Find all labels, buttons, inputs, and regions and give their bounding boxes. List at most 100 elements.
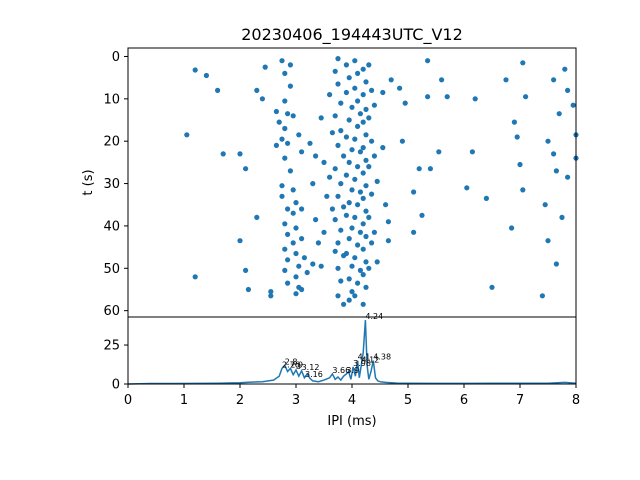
scatter-point	[338, 227, 344, 233]
scatter-point	[369, 87, 375, 93]
scatter-point	[425, 58, 431, 64]
scatter-point	[285, 280, 291, 286]
scatter-point	[425, 94, 431, 100]
scatter-point	[385, 238, 391, 244]
peak-label: 3.16	[305, 370, 323, 379]
peak-label: 3.12	[302, 363, 320, 372]
scatter-point	[318, 263, 324, 269]
scatter-point	[374, 259, 380, 265]
scatter-point	[343, 250, 349, 257]
x-tick-label: 2	[236, 393, 244, 408]
scatter-point	[553, 261, 560, 267]
scatter-point	[360, 145, 366, 151]
scatter-point	[282, 70, 288, 76]
scatter-point	[184, 132, 190, 138]
x-tick-label: 0	[124, 393, 132, 408]
scatter-point	[355, 123, 361, 129]
scatter-point	[310, 181, 316, 187]
scatter-point	[304, 269, 310, 276]
scatter-point	[243, 267, 249, 273]
scatter-point	[355, 98, 361, 104]
scatter-point	[349, 225, 355, 231]
scatter-point	[259, 96, 265, 102]
scatter-point	[220, 151, 226, 157]
scatter-point	[293, 200, 299, 206]
scatter-point	[397, 85, 403, 91]
scatter-point	[562, 66, 568, 72]
x-axis-ticks: 0 1 2 3 4 5 6 7 8	[124, 384, 580, 408]
scatter-point	[335, 265, 341, 271]
scatter-point	[565, 87, 571, 93]
scatter-point	[385, 219, 391, 225]
scatter-point	[324, 193, 330, 199]
scatter-point	[514, 134, 520, 140]
scatter-point	[290, 210, 296, 216]
scatter-point	[539, 293, 546, 299]
scatter-point	[293, 274, 299, 280]
scatter-point	[313, 217, 319, 223]
x-tick-label: 3	[292, 393, 300, 408]
scatter-point	[346, 200, 352, 206]
scatter-point	[439, 77, 445, 83]
scatter-point	[399, 138, 405, 144]
scatter-point	[503, 77, 509, 83]
scatter-point	[363, 106, 369, 112]
scatter-point	[321, 229, 327, 235]
scatter-point	[287, 168, 293, 174]
scatter-point	[570, 102, 576, 108]
scatter-point	[357, 111, 363, 117]
y-tick-label: 50	[103, 262, 120, 277]
scatter-point	[419, 212, 425, 218]
scatter-point	[254, 87, 260, 93]
scatter-point	[366, 214, 372, 220]
scatter-point	[360, 221, 366, 227]
scatter-point	[371, 153, 377, 159]
peak-label: 3.98	[353, 359, 371, 368]
scatter-point	[402, 100, 408, 106]
chart-title: 20230406_194443UTC_V12	[241, 25, 463, 45]
scatter-point	[293, 291, 299, 297]
scatter-point	[346, 297, 352, 303]
peak-label: 2.76	[282, 360, 300, 369]
scatter-point	[338, 100, 344, 106]
scatter-point	[343, 62, 349, 68]
scatter-point	[279, 183, 285, 189]
scatter-point	[352, 255, 358, 261]
y-tick-label: 20	[103, 135, 120, 150]
scatter-point	[360, 119, 366, 125]
scatter-point	[360, 272, 366, 278]
scatter-point	[517, 161, 523, 168]
scatter-point	[332, 217, 338, 223]
peak-label: 3.66	[332, 366, 350, 375]
scatter-point	[290, 187, 296, 193]
scatter-point	[360, 92, 366, 98]
scatter-point	[335, 193, 341, 199]
scatter-point	[352, 293, 358, 299]
scatter-point	[299, 149, 305, 155]
x-tick-label: 8	[572, 393, 580, 408]
scatter-point	[346, 276, 352, 282]
scatter-point	[282, 98, 288, 104]
scatter-point	[509, 225, 515, 231]
scatter-point	[282, 267, 288, 273]
scatter-point	[380, 89, 386, 96]
scatter-point	[285, 231, 291, 237]
scatter-point	[285, 140, 291, 146]
y-axis-ticks: 0 10 20 30 40 50 60	[103, 50, 128, 319]
scatter-point	[299, 236, 305, 242]
scatter-point	[565, 174, 571, 180]
histogram-y-axis-ticks: 0 25	[103, 339, 128, 393]
scatter-point	[329, 206, 335, 212]
scatter-point	[369, 138, 375, 144]
scatter-point	[245, 286, 251, 293]
scatter-point	[369, 240, 375, 246]
y-tick-label: 0	[112, 50, 120, 65]
scatter-point	[346, 236, 352, 242]
scatter-point	[341, 153, 347, 159]
scatter-point	[349, 263, 355, 269]
scatter-point	[285, 206, 291, 212]
scatter-point	[489, 284, 495, 290]
scatter-point	[287, 62, 293, 68]
y-tick-label: 10	[103, 92, 120, 107]
scatter-point	[349, 147, 355, 153]
